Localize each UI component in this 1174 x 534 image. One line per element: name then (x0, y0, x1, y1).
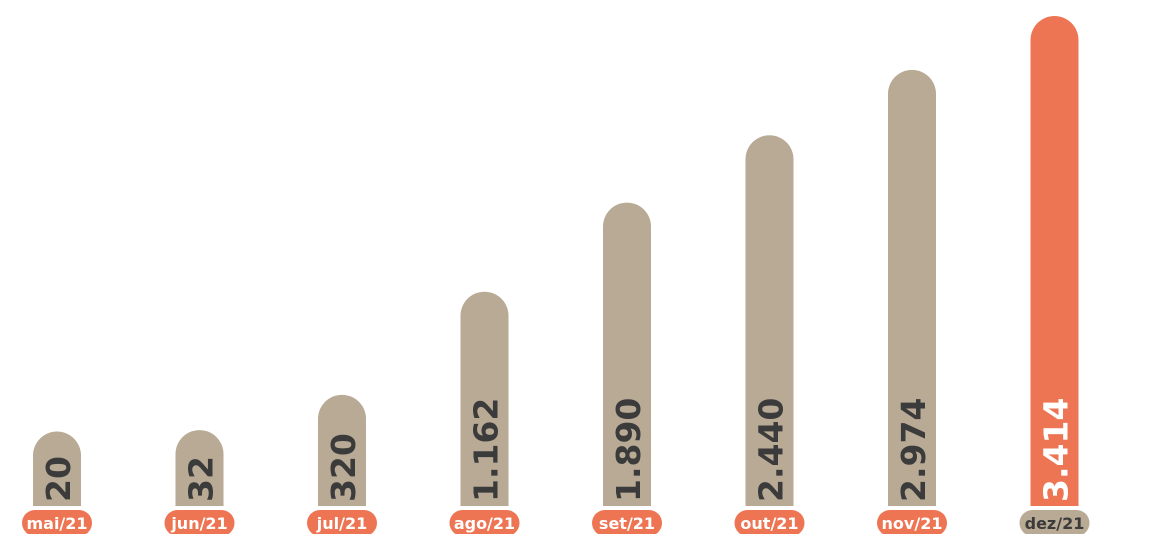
category-labels-group: mai/21 jun/21 jul/21 ago/21 set/21 out/21 nov/… (22, 510, 1090, 534)
bar-jun-21 (175, 430, 224, 506)
category-label: ago/21 (454, 514, 515, 533)
bar-nov-21 (888, 69, 936, 507)
bar-out-21 (745, 135, 794, 506)
category-label: dez/21 (1025, 514, 1085, 533)
category-label: set/21 (599, 514, 655, 533)
category-pill (734, 510, 805, 534)
bar-ago-21 (460, 291, 509, 506)
category-label: jun/21 (170, 514, 227, 533)
value-label: 320 (324, 433, 363, 502)
bar-jul-21 (318, 394, 366, 506)
value-label: 1.162 (467, 398, 506, 502)
bars-group (33, 16, 1079, 507)
bar-dez-21 (1030, 16, 1079, 507)
category-pill (164, 510, 235, 534)
category-pill (449, 510, 520, 534)
category-pill (877, 510, 947, 534)
value-label: 3.414 (1037, 398, 1076, 502)
value-label: 2.974 (894, 398, 933, 502)
category-pill (592, 510, 662, 534)
category-label: jul/21 (316, 514, 367, 533)
category-pill (22, 510, 92, 534)
category-label: nov/21 (882, 514, 943, 533)
value-labels-group: 20 32 320 1.162 1.890 2.440 2.974 3.414 (39, 398, 1076, 502)
value-label: 20 (39, 456, 78, 502)
value-label: 32 (182, 456, 221, 502)
category-pill (1019, 510, 1090, 534)
category-label: mai/21 (26, 514, 87, 533)
bar-set-21 (603, 202, 651, 506)
category-label: out/21 (740, 514, 798, 533)
category-pill (307, 510, 377, 534)
bar-mai-21 (33, 431, 81, 506)
value-label: 2.440 (752, 398, 791, 502)
value-label: 1.890 (609, 398, 648, 502)
